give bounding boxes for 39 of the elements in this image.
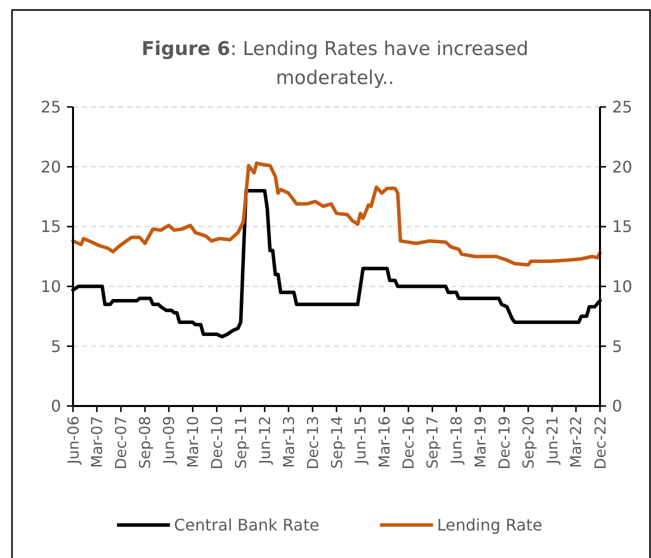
x-tick-label: Mar-10 — [184, 416, 202, 468]
x-tick-label: Sep-20 — [519, 416, 538, 469]
x-tick-label: Mar-19 — [471, 416, 490, 468]
line-series — [71, 161, 602, 267]
y-tick-label: 15 — [40, 217, 61, 236]
x-tick-label: Sep-17 — [424, 416, 442, 469]
legend-label: Lending Rate — [437, 516, 542, 535]
x-tick-label: Jun-15 — [352, 416, 370, 465]
x-tick-label: Mar-07 — [88, 416, 106, 468]
x-tick-label: Dec-22 — [591, 416, 610, 470]
y-tick-label: 5 — [50, 336, 61, 356]
x-tick-label: Dec-07 — [112, 416, 130, 470]
x-tick-label: Sep-11 — [232, 416, 250, 469]
x-tick-label: Jun-06 — [64, 416, 82, 465]
y-tick-label: 20 — [40, 157, 61, 176]
legend-label: Central Bank Rate — [174, 516, 320, 535]
y2-tick-label: 20 — [612, 157, 632, 176]
x-tick-label: Dec-10 — [208, 416, 226, 470]
y2-tick-label: 5 — [612, 336, 622, 356]
x-tick-label: Dec-13 — [304, 416, 322, 470]
x-tick-label: Mar-13 — [280, 416, 298, 468]
x-tick-label: Mar-22 — [567, 416, 586, 468]
x-tick-label: Jun-21 — [543, 416, 562, 465]
chart-title: Figure 6: Lending Rates have increased moderately.. — [142, 38, 528, 89]
x-tick-label: Jun-12 — [256, 416, 274, 465]
y2-tick-label: 10 — [612, 277, 632, 296]
y-tick-label: 25 — [40, 98, 61, 117]
y-tick-label: 10 — [40, 277, 61, 296]
x-tick-label: Mar-16 — [376, 416, 394, 468]
x-tick-label: Dec-19 — [495, 416, 514, 470]
x-tick-label: Sep-08 — [136, 416, 154, 469]
x-tick-label: Dec-16 — [400, 416, 418, 470]
x-tick-label: Sep-14 — [328, 416, 346, 469]
y2-tick-label: 0 — [612, 396, 622, 416]
y2-tick-label: 15 — [612, 217, 632, 236]
y-tick-label: 0 — [50, 396, 61, 416]
y2-tick-label: 25 — [612, 98, 632, 117]
x-tick-label: Jun-09 — [160, 416, 178, 465]
x-tick-label: Jun-18 — [448, 416, 466, 465]
